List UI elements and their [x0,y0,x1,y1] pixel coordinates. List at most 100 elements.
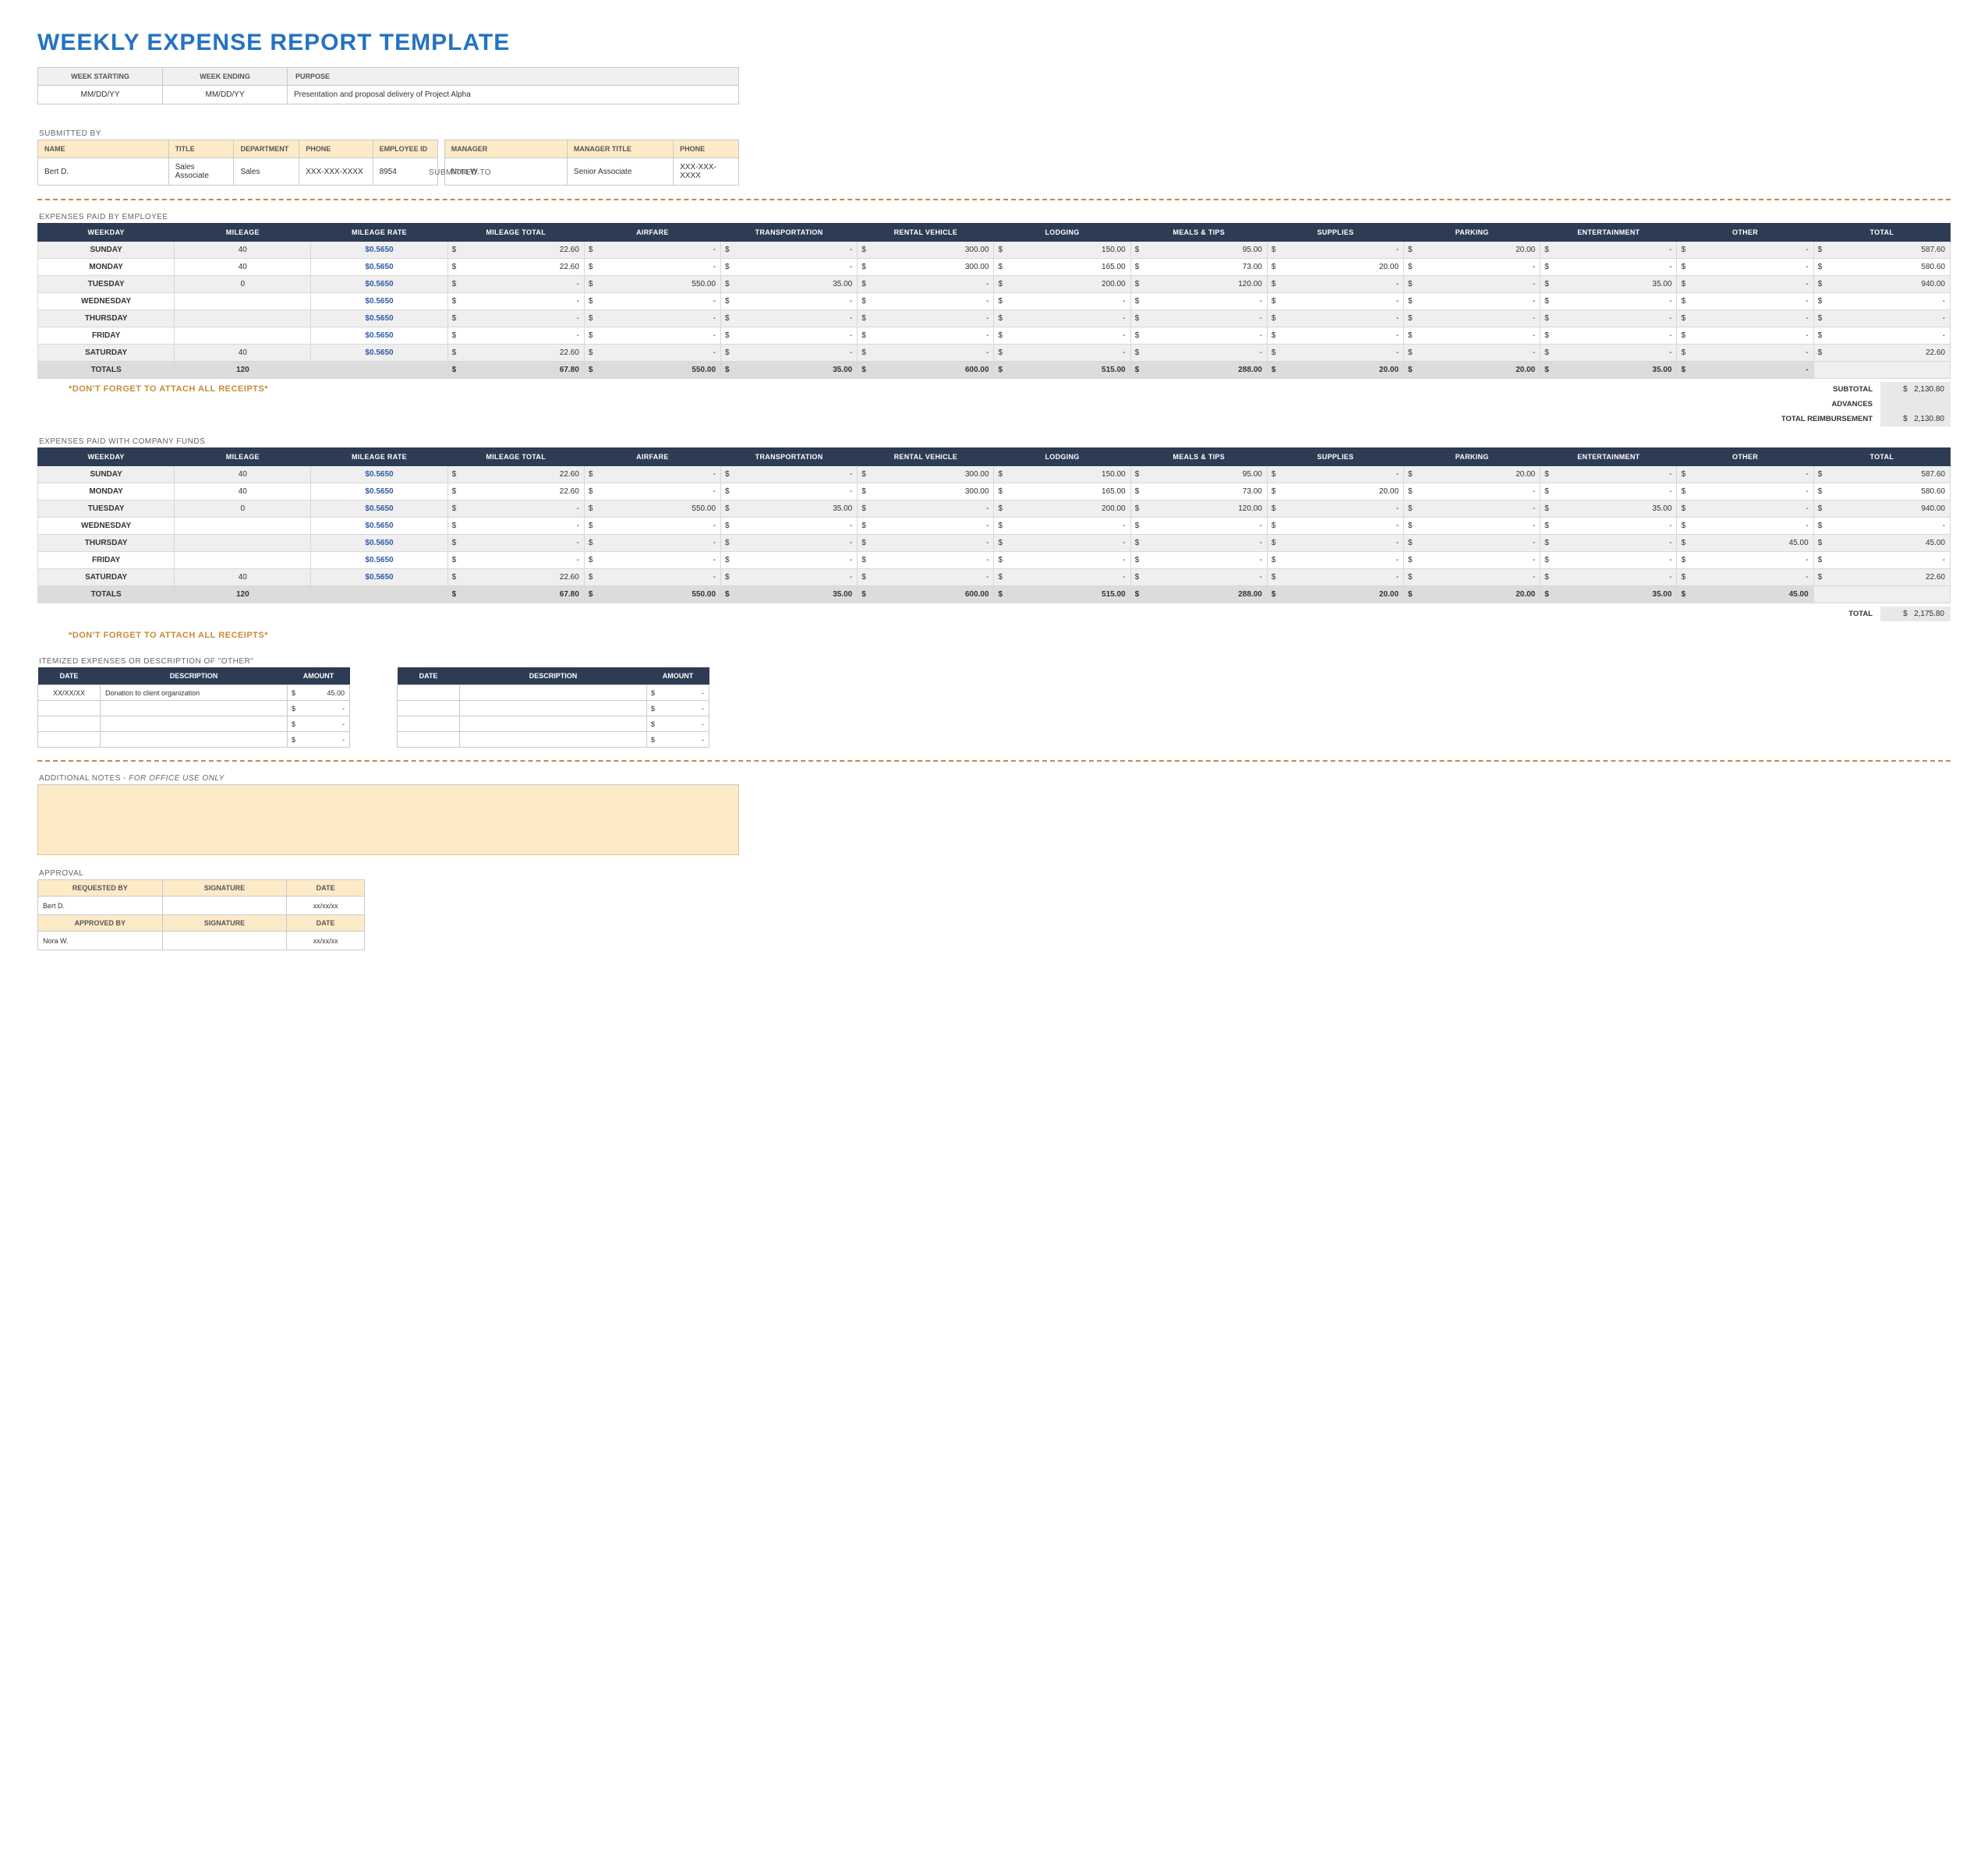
expense-cell[interactable]: $- [584,569,720,586]
mileage-cell[interactable]: 40 [175,483,311,500]
expense-cell[interactable]: $587.60 [1813,466,1950,483]
value-requested-by[interactable]: Bert D. [38,897,163,915]
expense-cell[interactable]: $- [584,310,720,327]
expense-cell[interactable]: $- [1404,310,1541,327]
mileage-cell[interactable]: 40 [175,569,311,586]
expense-cell[interactable]: $- [1541,518,1677,535]
expense-cell[interactable]: $- [1541,345,1677,362]
expense-cell[interactable]: $20.00 [1404,586,1541,603]
expense-cell[interactable]: $- [721,310,858,327]
expense-cell[interactable]: $20.00 [1267,259,1403,276]
expense-cell[interactable]: $- [1677,327,1813,345]
expense-cell[interactable]: $165.00 [994,259,1130,276]
expense-cell[interactable]: $- [1130,518,1267,535]
value-department[interactable]: Sales [234,158,299,186]
expense-cell[interactable]: $- [1677,466,1813,483]
expense-cell[interactable]: $- [1130,293,1267,310]
itemized-description[interactable]: Donation to client organization [101,685,288,701]
expense-cell[interactable]: $- [721,483,858,500]
mileage-cell[interactable]: 0 [175,500,311,518]
expense-cell[interactable]: $200.00 [994,500,1130,518]
value-phone[interactable]: XXX-XXX-XXXX [299,158,373,186]
expense-cell[interactable]: $- [1404,483,1541,500]
expense-cell[interactable]: $- [447,518,584,535]
expense-cell[interactable]: $- [858,552,994,569]
expense-cell[interactable]: $300.00 [858,259,994,276]
expense-cell[interactable]: $- [721,293,858,310]
expense-cell[interactable]: $- [1404,552,1541,569]
expense-cell[interactable]: $20.00 [1267,483,1403,500]
expense-cell[interactable]: $- [447,293,584,310]
expense-cell[interactable]: $- [1267,345,1403,362]
expense-cell[interactable]: $- [1813,327,1950,345]
expense-cell[interactable]: $550.00 [584,586,720,603]
expense-cell[interactable]: $35.00 [1541,362,1677,379]
expense-cell[interactable]: $- [447,310,584,327]
value-approved-date[interactable]: xx/xx/xx [287,932,365,950]
expense-cell[interactable]: $73.00 [1130,483,1267,500]
expense-cell[interactable]: $- [721,327,858,345]
itemized-date[interactable] [38,701,101,716]
expense-cell[interactable]: $35.00 [721,276,858,293]
expense-cell[interactable]: $- [1677,242,1813,259]
expense-cell[interactable]: $- [994,327,1130,345]
itemized-amount[interactable]: $- [288,701,350,716]
expense-cell[interactable]: $- [1541,535,1677,552]
expense-cell[interactable]: $- [584,327,720,345]
expense-cell[interactable]: $22.60 [447,242,584,259]
expense-cell[interactable]: $120.00 [1130,276,1267,293]
itemized-date[interactable] [398,716,460,732]
expense-cell[interactable]: $- [1267,466,1403,483]
expense-cell[interactable]: $- [1541,310,1677,327]
value-requested-date[interactable]: xx/xx/xx [287,897,365,915]
expense-cell[interactable]: $- [858,345,994,362]
expense-cell[interactable]: $- [721,345,858,362]
expense-cell[interactable]: $940.00 [1813,500,1950,518]
mileage-cell[interactable] [175,310,311,327]
expense-cell[interactable]: $67.80 [447,362,584,379]
expense-cell[interactable]: $- [447,535,584,552]
expense-cell[interactable]: $- [858,276,994,293]
expense-cell[interactable]: $45.00 [1677,535,1813,552]
expense-cell[interactable]: $- [721,466,858,483]
signature-requested[interactable] [162,897,287,915]
expense-cell[interactable]: $95.00 [1130,242,1267,259]
itemized-amount[interactable]: $- [647,732,709,748]
expense-cell[interactable]: $22.60 [447,345,584,362]
expense-cell[interactable]: $200.00 [994,276,1130,293]
expense-cell[interactable]: $515.00 [994,362,1130,379]
expense-cell[interactable]: $- [1541,552,1677,569]
expense-cell[interactable]: $- [584,535,720,552]
expense-cell[interactable]: $- [1404,500,1541,518]
expense-cell[interactable]: $- [858,293,994,310]
itemized-amount[interactable]: $- [288,732,350,748]
expense-cell[interactable]: $- [584,293,720,310]
expense-cell[interactable]: $- [1404,276,1541,293]
expense-cell[interactable]: $- [721,518,858,535]
expense-cell[interactable]: $- [721,242,858,259]
mileage-cell[interactable]: 40 [175,466,311,483]
expense-cell[interactable]: $- [447,276,584,293]
expense-cell[interactable]: $150.00 [994,466,1130,483]
expense-cell[interactable]: $- [1404,259,1541,276]
expense-cell[interactable]: $- [1404,569,1541,586]
mileage-cell[interactable] [175,552,311,569]
notes-box[interactable] [38,785,739,855]
expense-cell[interactable]: $- [1541,242,1677,259]
expense-cell[interactable]: $22.60 [447,259,584,276]
value-week-ending[interactable]: MM/DD/YY [163,86,288,104]
mileage-cell[interactable]: 40 [175,259,311,276]
expense-cell[interactable]: $- [584,242,720,259]
expense-cell[interactable]: $- [1267,310,1403,327]
expense-cell[interactable]: $- [994,535,1130,552]
expense-cell[interactable]: $550.00 [584,362,720,379]
expense-cell[interactable]: $45.00 [1813,535,1950,552]
expense-cell[interactable]: $- [1813,310,1950,327]
expense-cell[interactable]: $- [858,518,994,535]
mileage-cell[interactable]: 0 [175,276,311,293]
expense-cell[interactable]: $67.80 [447,586,584,603]
value-title[interactable]: Sales Associate [168,158,234,186]
expense-cell[interactable]: $- [1130,569,1267,586]
expense-cell[interactable]: $- [1130,345,1267,362]
expense-cell[interactable]: $20.00 [1404,466,1541,483]
